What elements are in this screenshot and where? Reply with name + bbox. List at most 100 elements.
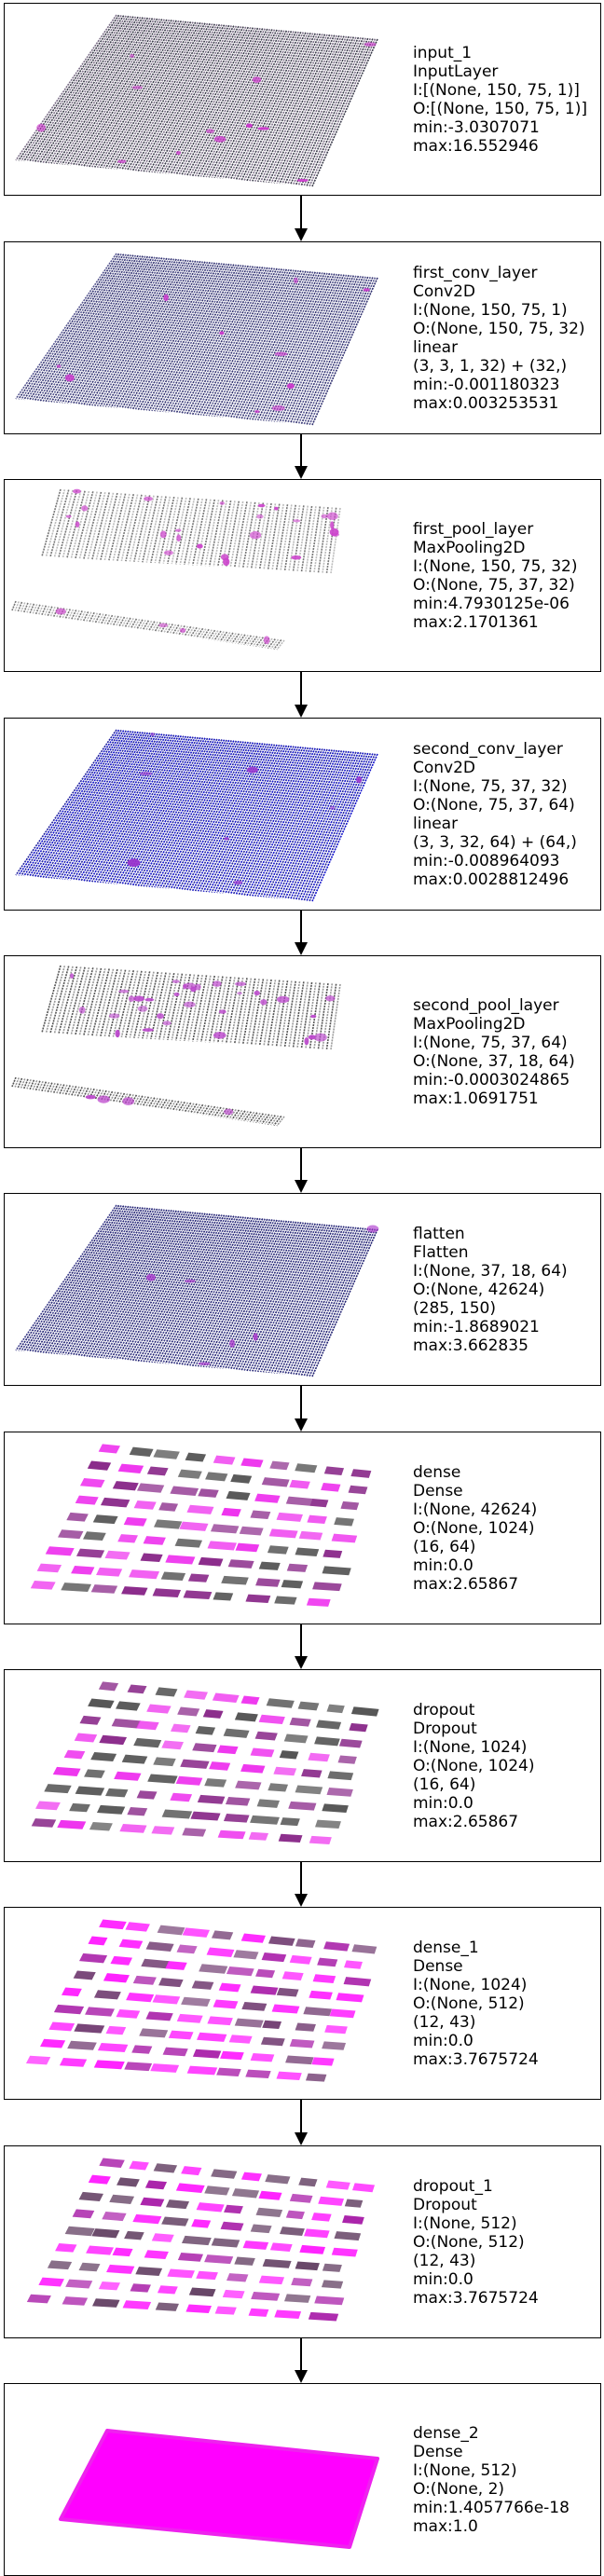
arrow-head-icon xyxy=(295,466,308,479)
layer-detail: I:(None, 150, 75, 32) xyxy=(413,556,578,576)
layer-detail: (16, 64) xyxy=(413,1537,476,1556)
layer-detail: max:3.7675724 xyxy=(413,2288,539,2308)
layer-info: dense_2 Dense I:(None, 512) O:(None, 2) min:… xyxy=(413,2384,570,2575)
layer-visualization xyxy=(30,1444,372,1607)
layer-name: flatten xyxy=(413,1224,465,1243)
layer-box-first-conv-layer: first_conv_layer Conv2D I:(None, 150, 75, … xyxy=(4,241,601,434)
layer-detail: min:4.7930125e-06 xyxy=(413,594,570,613)
layer-info: second_pool_layer MaxPooling2D I:(None, 75… xyxy=(413,956,575,1147)
arrow-head-icon xyxy=(295,228,308,241)
layer-detail: min:-0.008964093 xyxy=(413,851,560,870)
layer-box-dropout-1: dropout_1 Dropout I:(None, 512) O:(None, 51… xyxy=(4,2145,601,2338)
layer-visualization xyxy=(25,1919,378,2082)
layer-visualization xyxy=(15,253,378,426)
layer-box-flatten: flatten Flatten I:(None, 37, 18, 64) O:(Non… xyxy=(4,1193,601,1386)
layer-info: dense_1 Dense I:(None, 1024) O:(None, 512)(… xyxy=(413,1908,539,2099)
layer-detail: min:0.0 xyxy=(413,2269,474,2289)
layer-visualization xyxy=(15,14,378,187)
feature-map-grid xyxy=(11,600,285,651)
layer-detail: min:0.0 xyxy=(413,2031,474,2050)
layer-box-dropout: dropout Dropout I:(None, 1024) O:(None, 102… xyxy=(4,1669,601,1862)
layer-detail: max:3.662835 xyxy=(413,1336,528,1355)
arrow-head-icon xyxy=(295,1180,308,1193)
output-plane xyxy=(59,2429,379,2549)
flow-arrow xyxy=(295,196,308,241)
layer-info: first_pool_layer MaxPooling2D I:(None, 150… xyxy=(413,480,578,671)
layer-detail: linear xyxy=(413,337,459,357)
flow-arrow xyxy=(295,911,308,955)
activation-blocks xyxy=(30,1444,372,1607)
layer-info: dense Dense I:(None, 42624) O:(None, 1024)(… xyxy=(413,1432,537,1624)
layer-detail: O:(None, 512) xyxy=(413,2232,525,2252)
flow-arrow xyxy=(295,2338,308,2383)
flow-arrow xyxy=(295,1386,308,1432)
layer-info: dropout Dropout I:(None, 1024) O:(None, 102… xyxy=(413,1670,535,1861)
layer-info: dropout_1 Dropout I:(None, 512) O:(None, 51… xyxy=(413,2146,539,2337)
layer-detail: max:2.65867 xyxy=(413,1574,519,1594)
layer-detail: I:(None, 1024) xyxy=(413,1737,528,1757)
layer-box-second-conv-layer: second_conv_layer Conv2D I:(None, 75, 37, … xyxy=(4,718,601,911)
layer-detail: O:(None, 75, 37, 64) xyxy=(413,795,575,815)
layer-detail: I:[(None, 150, 75, 1)] xyxy=(413,80,580,100)
layer-type: MaxPooling2D xyxy=(413,1014,526,1034)
layer-detail: min:-1.8689021 xyxy=(413,1317,540,1336)
layer-detail: (12, 43) xyxy=(413,2012,476,2032)
layer-name: input_1 xyxy=(413,43,473,62)
feature-map-grid xyxy=(41,488,341,574)
layer-box-second-pool-layer: second_pool_layer MaxPooling2D I:(None, 75… xyxy=(4,955,601,1148)
layer-detail: I:(None, 75, 37, 64) xyxy=(413,1033,568,1052)
layer-visualization xyxy=(31,1681,379,1844)
arrow-head-icon xyxy=(295,1656,308,1669)
flow-arrow xyxy=(295,672,308,718)
layer-detail: O:(None, 75, 37, 32) xyxy=(413,575,575,595)
layer-box-dense-1: dense_1 Dense I:(None, 1024) O:(None, 512)(… xyxy=(4,1907,601,2100)
layer-detail: (16, 64) xyxy=(413,1774,476,1794)
flow-arrow xyxy=(295,1148,308,1193)
layer-type: MaxPooling2D xyxy=(413,538,526,557)
layer-visualization xyxy=(15,1204,379,1377)
layer-detail: O:(None, 1024) xyxy=(413,1756,535,1775)
layer-detail: O:(None, 1024) xyxy=(413,1518,535,1538)
feature-map-grid xyxy=(15,14,378,187)
layer-detail: min:-3.0307071 xyxy=(413,117,540,137)
layer-type: Dense xyxy=(413,1481,463,1500)
layer-detail: O:(None, 42624) xyxy=(413,1280,545,1299)
layer-detail: I:(None, 1024) xyxy=(413,1975,528,1994)
layer-detail: (285, 150) xyxy=(413,1298,496,1318)
feature-map-grid xyxy=(11,1076,285,1127)
activation-blocks xyxy=(25,1919,378,2082)
layer-detail: linear xyxy=(413,814,459,833)
layer-detail: max:2.65867 xyxy=(413,1812,519,1831)
layer-box-dense: dense Dense I:(None, 42624) O:(None, 1024)(… xyxy=(4,1432,601,1624)
layer-name: dropout xyxy=(413,1700,475,1720)
layer-name: dropout_1 xyxy=(413,2176,493,2196)
arrow-head-icon xyxy=(295,2370,308,2383)
layer-info: flatten Flatten I:(None, 37, 18, 64) O:(Non… xyxy=(413,1194,568,1385)
flow-arrow xyxy=(295,1862,308,1907)
layer-box-dense-2: dense_2 Dense I:(None, 512) O:(None, 2) min:… xyxy=(4,2383,601,2576)
layer-detail: min:-0.001180323 xyxy=(413,375,560,394)
layer-detail: I:(None, 42624) xyxy=(413,1500,538,1519)
layer-type: Dense xyxy=(413,1956,463,1976)
layer-detail: max:1.0691751 xyxy=(413,1089,539,1108)
layer-name: first_conv_layer xyxy=(413,263,538,282)
flow-arrow xyxy=(295,2100,308,2145)
layer-detail: min:1.4057766e-18 xyxy=(413,2498,570,2517)
layer-box-first-pool-layer: first_pool_layer MaxPooling2D I:(None, 150… xyxy=(4,479,601,672)
activation-blocks xyxy=(31,1681,379,1844)
layer-detail: (3, 3, 1, 32) + (32,) xyxy=(413,356,568,376)
layer-name: second_pool_layer xyxy=(413,995,559,1015)
layer-type: Dropout xyxy=(413,1719,477,1738)
layer-detail: I:(None, 512) xyxy=(413,2460,517,2480)
layer-info: first_conv_layer Conv2D I:(None, 150, 75, … xyxy=(413,242,585,433)
layer-visualization xyxy=(15,729,378,902)
layer-type: InputLayer xyxy=(413,62,499,81)
layer-detail: max:16.552946 xyxy=(413,136,539,156)
layer-name: dense_1 xyxy=(413,1938,479,1957)
layer-type: Conv2D xyxy=(413,758,476,777)
feature-map-grid xyxy=(15,253,378,426)
layer-name: dense_2 xyxy=(413,2423,479,2443)
layer-detail: I:(None, 75, 37, 32) xyxy=(413,776,568,796)
layer-type: Conv2D xyxy=(413,281,476,301)
arrow-head-icon xyxy=(295,2132,308,2145)
